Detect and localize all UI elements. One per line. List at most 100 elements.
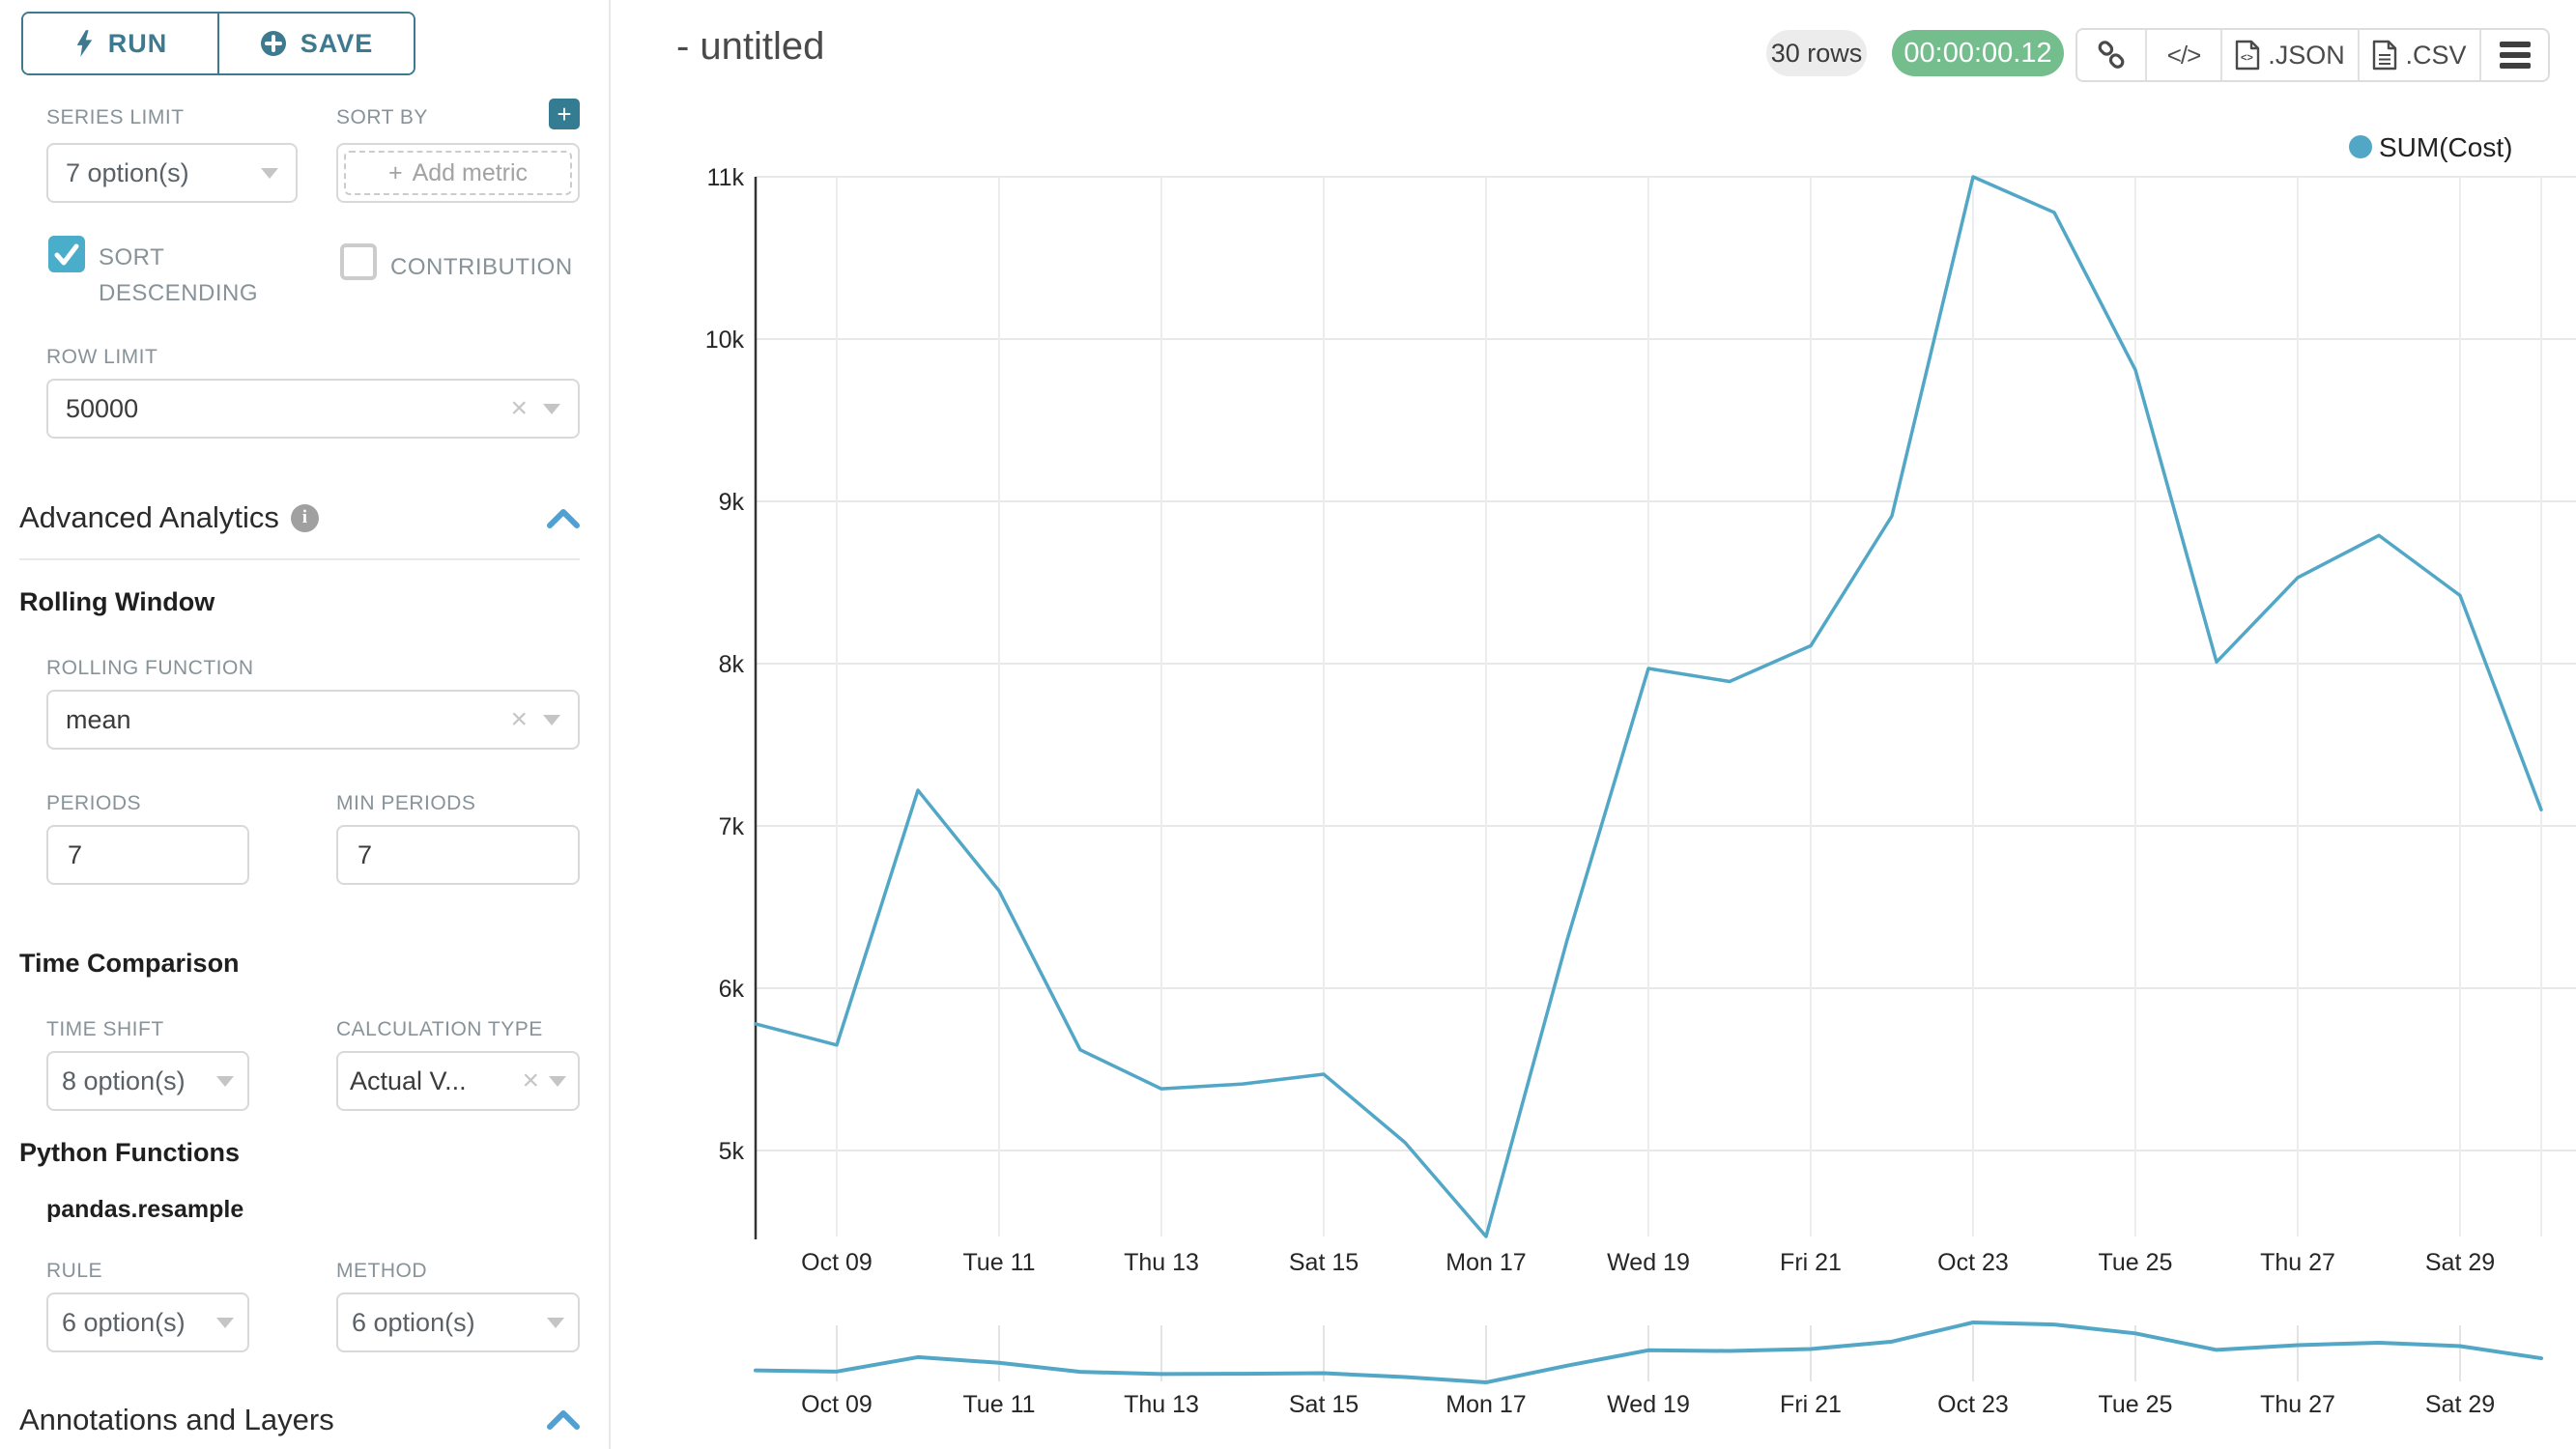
calculation-type-value: Actual V... <box>350 1065 467 1095</box>
method-label: METHOD <box>336 1260 427 1282</box>
collapse-chevron-up-icon[interactable] <box>546 1408 581 1432</box>
method-select[interactable]: 6 option(s) <box>336 1293 580 1352</box>
svg-text:Sat 15: Sat 15 <box>1289 1249 1359 1276</box>
json-file-icon: <> <box>2236 40 2260 71</box>
chevron-down-icon <box>261 167 278 179</box>
rule-value: 6 option(s) <box>62 1307 186 1337</box>
periods-value: 7 <box>68 839 83 869</box>
method-value: 6 option(s) <box>352 1307 475 1337</box>
run-button[interactable]: RUN <box>23 14 219 73</box>
clear-icon[interactable]: × <box>510 703 528 735</box>
svg-text:Wed 19: Wed 19 <box>1607 1249 1690 1276</box>
contribution-checkbox[interactable] <box>340 243 377 280</box>
python-functions-title: Python Functions <box>19 1138 240 1167</box>
add-sort-metric-plus-button[interactable]: + <box>549 99 580 129</box>
annotations-layers-header[interactable]: Annotations and Layers <box>19 1403 334 1437</box>
rows-count-badge: 30 rows <box>1766 30 1867 76</box>
chevron-down-icon <box>543 714 560 725</box>
min-periods-input[interactable]: 7 <box>336 825 580 885</box>
export-csv-button[interactable]: .CSV <box>2358 30 2479 80</box>
periods-label: PERIODS <box>46 792 142 814</box>
save-button[interactable]: SAVE <box>219 14 414 73</box>
svg-text:Thu 13: Thu 13 <box>1124 1249 1199 1276</box>
calculation-type-select[interactable]: Actual V... × <box>336 1051 580 1111</box>
row-limit-value: 50000 <box>66 393 139 423</box>
time-shift-select[interactable]: 8 option(s) <box>46 1051 249 1111</box>
info-icon: i <box>290 503 319 532</box>
rolling-function-label: ROLLING FUNCTION <box>46 657 254 679</box>
rule-select[interactable]: 6 option(s) <box>46 1293 249 1352</box>
svg-text:Sat 15: Sat 15 <box>1289 1391 1359 1418</box>
export-json-label: .JSON <box>2268 40 2345 70</box>
sort-by-add-metric[interactable]: + Add metric <box>336 143 580 203</box>
save-button-label: SAVE <box>300 28 374 58</box>
svg-text:10k: 10k <box>705 327 745 354</box>
svg-text:<>: <> <box>2241 52 2253 64</box>
time-shift-value: 8 option(s) <box>62 1065 186 1095</box>
export-toolbar: </> <> .JSON .CSV <box>2075 28 2550 82</box>
clear-icon[interactable]: × <box>522 1065 539 1096</box>
check-icon <box>54 243 79 266</box>
rolling-function-select[interactable]: mean × <box>46 690 580 750</box>
time-shift-label: TIME SHIFT <box>46 1018 164 1040</box>
chevron-down-icon <box>549 1075 566 1087</box>
svg-text:Tue 11: Tue 11 <box>962 1249 1035 1276</box>
pandas-resample-label: pandas.resample <box>46 1196 244 1223</box>
svg-text:9k: 9k <box>719 489 745 516</box>
control-panel: RUN SAVE SERIES LIMIT SORT BY + 7 option… <box>0 0 611 1449</box>
row-limit-label: ROW LIMIT <box>46 346 158 368</box>
sort-descending-label: SORT DESCENDING <box>99 244 259 307</box>
embed-code-button[interactable]: </> <box>2145 30 2220 80</box>
hamburger-menu-icon <box>2499 42 2531 69</box>
sort-descending-checkbox[interactable] <box>48 236 85 272</box>
rolling-function-value: mean <box>66 704 131 734</box>
svg-text:Sat 29: Sat 29 <box>2425 1249 2495 1276</box>
svg-text:Mon 17: Mon 17 <box>1445 1391 1526 1418</box>
svg-text:Tue 25: Tue 25 <box>2099 1249 2173 1276</box>
svg-text:Thu 13: Thu 13 <box>1124 1391 1199 1418</box>
csv-file-icon <box>2373 40 2397 71</box>
add-metric-placeholder: Add metric <box>412 158 529 186</box>
svg-text:8k: 8k <box>719 651 745 678</box>
code-icon: </> <box>2166 40 2202 70</box>
clear-icon[interactable]: × <box>510 392 528 424</box>
min-periods-value: 7 <box>358 839 373 869</box>
row-limit-select[interactable]: 50000 × <box>46 379 580 439</box>
timeseries-line-chart[interactable]: 5k 6k 7k 8k 9k 10k 11k Oct 09 Tue 11 Thu 13 Sat 15… <box>618 0 2576 1449</box>
svg-text:Wed 19: Wed 19 <box>1607 1391 1690 1418</box>
svg-text:Oct 23: Oct 23 <box>1937 1249 2009 1276</box>
divider <box>19 558 580 560</box>
chart-menu-button[interactable] <box>2479 30 2548 80</box>
svg-text:5k: 5k <box>719 1138 745 1165</box>
svg-text:SUM(Cost): SUM(Cost) <box>2379 132 2512 162</box>
chevron-down-icon <box>543 403 560 414</box>
sort-by-label: SORT BY <box>336 106 428 128</box>
svg-text:Oct 09: Oct 09 <box>801 1391 873 1418</box>
svg-text:7k: 7k <box>719 813 745 840</box>
series-limit-select[interactable]: 7 option(s) <box>46 143 298 203</box>
svg-text:Thu 27: Thu 27 <box>2260 1249 2335 1276</box>
advanced-analytics-header[interactable]: Advanced Analytics i <box>19 500 319 535</box>
advanced-analytics-title: Advanced Analytics <box>19 500 279 534</box>
periods-input[interactable]: 7 <box>46 825 249 885</box>
export-json-button[interactable]: <> .JSON <box>2220 30 2358 80</box>
svg-text:Fri 21: Fri 21 <box>1780 1391 1842 1418</box>
export-csv-label: .CSV <box>2405 40 2467 70</box>
copy-link-button[interactable] <box>2077 30 2145 80</box>
rolling-window-title: Rolling Window <box>19 587 215 616</box>
svg-text:Oct 23: Oct 23 <box>1937 1391 2009 1418</box>
chevron-down-icon <box>216 1317 234 1328</box>
svg-text:Oct 09: Oct 09 <box>801 1249 873 1276</box>
svg-text:Sat 29: Sat 29 <box>2425 1391 2495 1418</box>
calculation-type-label: CALCULATION TYPE <box>336 1018 543 1040</box>
series-limit-value: 7 option(s) <box>66 157 189 187</box>
svg-text:Tue 11: Tue 11 <box>962 1391 1035 1418</box>
link-icon <box>2098 41 2125 69</box>
collapse-chevron-up-icon[interactable] <box>546 507 581 530</box>
chart-title[interactable]: - untitled <box>676 25 825 68</box>
svg-text:Thu 27: Thu 27 <box>2260 1391 2335 1418</box>
plus-circle-icon <box>260 31 286 56</box>
svg-text:6k: 6k <box>719 976 745 1003</box>
query-timer-badge: 00:00:00.12 <box>1892 30 2064 76</box>
